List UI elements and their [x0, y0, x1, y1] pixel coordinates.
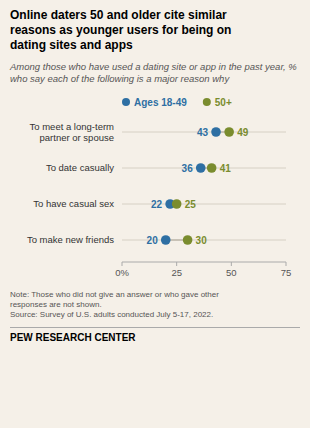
x-tick [231, 262, 232, 266]
data-label: 43 [197, 126, 209, 137]
legend-swatch [203, 98, 211, 106]
dot [172, 199, 182, 209]
category-label-line: To meet a long-term [30, 121, 115, 132]
category-label-line: To make new friends [27, 234, 114, 245]
data-label: 41 [220, 162, 232, 173]
subtitle: Among those who have used a dating site … [10, 61, 300, 86]
data-label: 36 [182, 162, 194, 173]
source: PEW RESEARCH CENTER [10, 332, 300, 343]
x-tick-label: 75 [281, 267, 292, 278]
dot [211, 127, 221, 137]
legend-entry: Ages 18-49 [134, 96, 187, 107]
category-label-line: To date casually [46, 162, 114, 173]
data-label: 30 [196, 234, 208, 245]
dot [207, 163, 217, 173]
row-line [122, 203, 286, 204]
separator [10, 327, 300, 328]
x-tick [176, 262, 177, 266]
x-tick-label: 50 [226, 267, 237, 278]
data-label: 22 [151, 198, 163, 209]
category-label: To date casually [46, 162, 114, 173]
category-label: To make new friends [27, 234, 114, 245]
x-tick-label: 25 [171, 267, 182, 278]
data-label: 49 [237, 126, 249, 137]
legend-swatch [122, 98, 130, 106]
x-tick [122, 262, 123, 266]
dot [196, 163, 206, 173]
x-axis [122, 261, 286, 262]
dot [161, 235, 171, 245]
category-label-line: partner or spouse [40, 131, 114, 142]
marks [161, 127, 234, 245]
chart: Ages 18-49 50+ To meet a long-termpartner … [10, 90, 300, 286]
data-label: 25 [185, 198, 197, 209]
note: Note: Those who did not give an answer o… [10, 290, 300, 321]
data-label: 20 [147, 234, 159, 245]
dot [224, 127, 234, 137]
x-tick-label: 0% [115, 267, 129, 278]
category-label: To have casual sex [33, 198, 114, 209]
category-label: To meet a long-termpartner or spouse [30, 121, 115, 143]
dot [183, 235, 193, 245]
title: Online daters 50 and older cite similar … [10, 8, 300, 53]
category-label-line: To have casual sex [33, 198, 114, 209]
legend-entry: 50+ [215, 96, 232, 107]
legend: Ages 18-49 50+ [122, 96, 232, 107]
x-tick [286, 262, 287, 266]
